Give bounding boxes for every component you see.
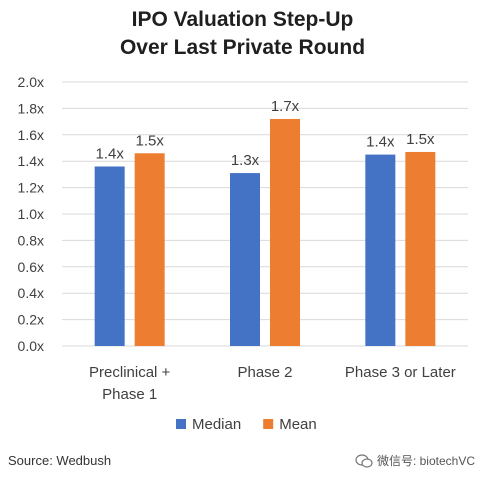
bar-mean xyxy=(270,118,300,347)
legend-label-mean: Mean xyxy=(279,416,317,433)
data-label: 1.5x xyxy=(406,131,435,148)
bar-median xyxy=(365,154,396,346)
x-tick-label: Phase 1 xyxy=(102,386,157,403)
y-tick-label: 1.0x xyxy=(18,206,44,222)
watermark-text: 微信号: biotechVC xyxy=(376,454,475,468)
x-tick-label: Preclinical + xyxy=(89,364,171,381)
data-label: 1.5x xyxy=(135,132,164,149)
data-label: 1.4x xyxy=(95,145,124,162)
y-tick-label: 0.6x xyxy=(18,259,44,275)
legend-label-median: Median xyxy=(192,416,241,433)
chart-title-line-2: Over Last Private Round xyxy=(119,36,366,59)
y-tick-label: 2.0x xyxy=(18,74,44,90)
bar-median xyxy=(94,166,125,346)
legend-swatch-mean xyxy=(263,419,274,429)
chart-title-line-1: IPO Valuation Step-Up xyxy=(131,8,354,31)
y-tick-label: 0.2x xyxy=(18,312,44,328)
y-tick-label: 0.4x xyxy=(18,285,44,301)
y-tick-label: 1.2x xyxy=(18,180,44,196)
bar-median xyxy=(230,173,260,346)
y-tick-label: 1.8x xyxy=(18,100,44,116)
watermark: 微信号: biotechVC xyxy=(355,452,475,469)
x-tick-label: Phase 3 or Later xyxy=(345,364,456,381)
data-label: 1.3x xyxy=(231,152,260,169)
x-tick-label: Phase 2 xyxy=(237,364,292,381)
y-tick-label: 1.6x xyxy=(18,127,44,143)
source-note: Source: Wedbush xyxy=(8,453,112,468)
legend-swatch-median xyxy=(176,419,186,429)
bar-mean xyxy=(405,151,436,346)
y-tick-label: 1.4x xyxy=(18,153,44,169)
data-label: 1.7x xyxy=(271,98,300,115)
y-tick-label: 0.0x xyxy=(18,338,44,354)
y-tick-label: 0.8x xyxy=(18,232,44,248)
data-label: 1.4x xyxy=(366,134,395,151)
bar-mean xyxy=(134,153,165,346)
wechat-icon xyxy=(355,453,373,468)
